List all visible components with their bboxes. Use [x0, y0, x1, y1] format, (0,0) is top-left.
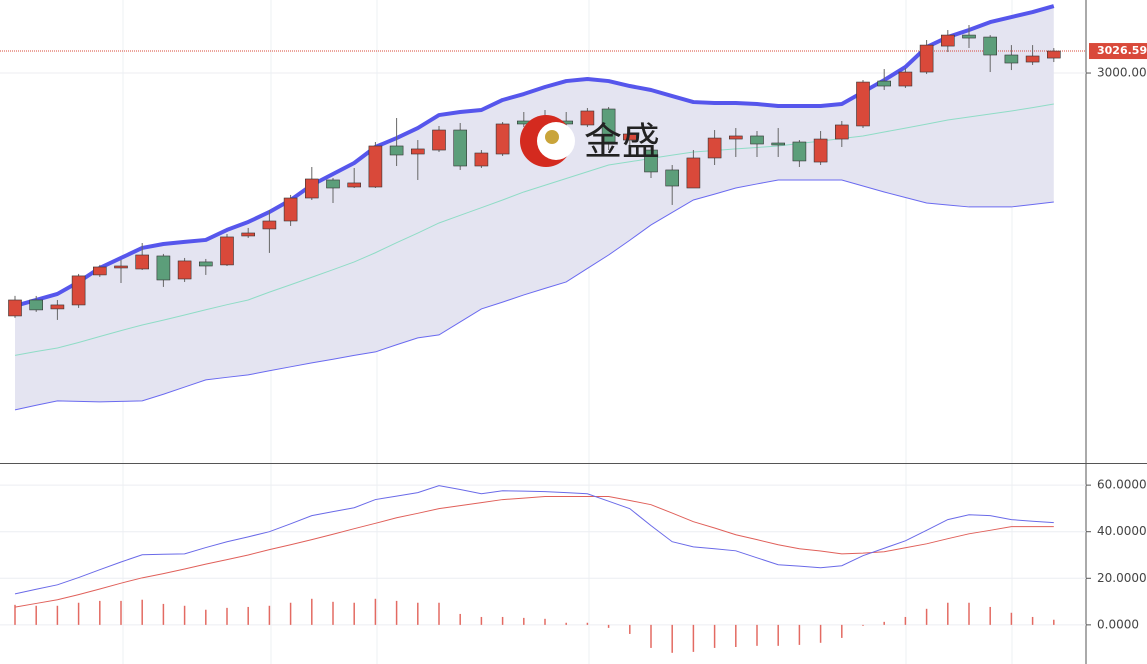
candle-body [644, 149, 658, 173]
candle-body [601, 108, 616, 143]
candle-body [71, 275, 86, 306]
candle-body [962, 34, 976, 39]
y-tick-label: 20.0000 [1097, 571, 1147, 585]
dif-line [14, 485, 1054, 595]
y-tick-label: 60.0000 [1097, 478, 1147, 492]
candle-body [283, 197, 298, 222]
watermark: 金盛 [584, 120, 660, 164]
y-tick-label: 40.0000 [1097, 524, 1147, 538]
candle-body [940, 34, 955, 47]
price-label: 3026.59 [1097, 44, 1147, 57]
candle-body [135, 254, 149, 270]
candle-body [771, 142, 786, 146]
candle-body [919, 44, 934, 73]
candle-body [1025, 55, 1040, 63]
candle-body [262, 220, 277, 230]
band-middle [14, 103, 1054, 356]
candle-body [877, 80, 892, 87]
candle-body [220, 236, 234, 266]
candle-body [368, 145, 383, 188]
candle-body [410, 148, 425, 155]
candle-body [834, 124, 849, 140]
candle-body [199, 261, 213, 267]
logo [520, 115, 575, 167]
candle-body [453, 129, 468, 167]
candle-body [432, 129, 446, 151]
candle-body [898, 71, 913, 87]
price-label-box [1089, 43, 1147, 60]
candle-body [495, 123, 510, 155]
candle-body [1047, 50, 1061, 59]
candle-body [114, 265, 128, 269]
y-tick-label: 0.0000 [1097, 617, 1139, 631]
candle-body [580, 110, 595, 126]
candle-body [347, 182, 362, 188]
candle-body [304, 178, 319, 199]
y-tick-label: 3000.00 [1097, 66, 1147, 80]
candle-body [50, 304, 65, 310]
candle-body [474, 152, 489, 167]
dea-line [14, 496, 1054, 608]
candle-body [241, 232, 255, 237]
candle-body [1004, 54, 1019, 64]
candle-body [8, 299, 22, 317]
candle-body [707, 137, 722, 159]
candle-body [728, 135, 743, 140]
candle-body [792, 141, 807, 162]
candle-body [326, 179, 340, 189]
candle-body [813, 138, 828, 163]
candle-body [686, 157, 701, 189]
candle-body [750, 135, 764, 145]
candle-body [665, 169, 680, 187]
candle-body [983, 36, 998, 56]
candle-body [389, 145, 404, 156]
candle-body [156, 255, 171, 281]
candle-body [177, 260, 192, 280]
candle-body [856, 81, 870, 127]
candle-body [29, 299, 44, 311]
band-fill [15, 6, 1054, 410]
candle-body [93, 266, 107, 276]
band-lower [14, 179, 1054, 411]
candle-body [622, 133, 637, 141]
